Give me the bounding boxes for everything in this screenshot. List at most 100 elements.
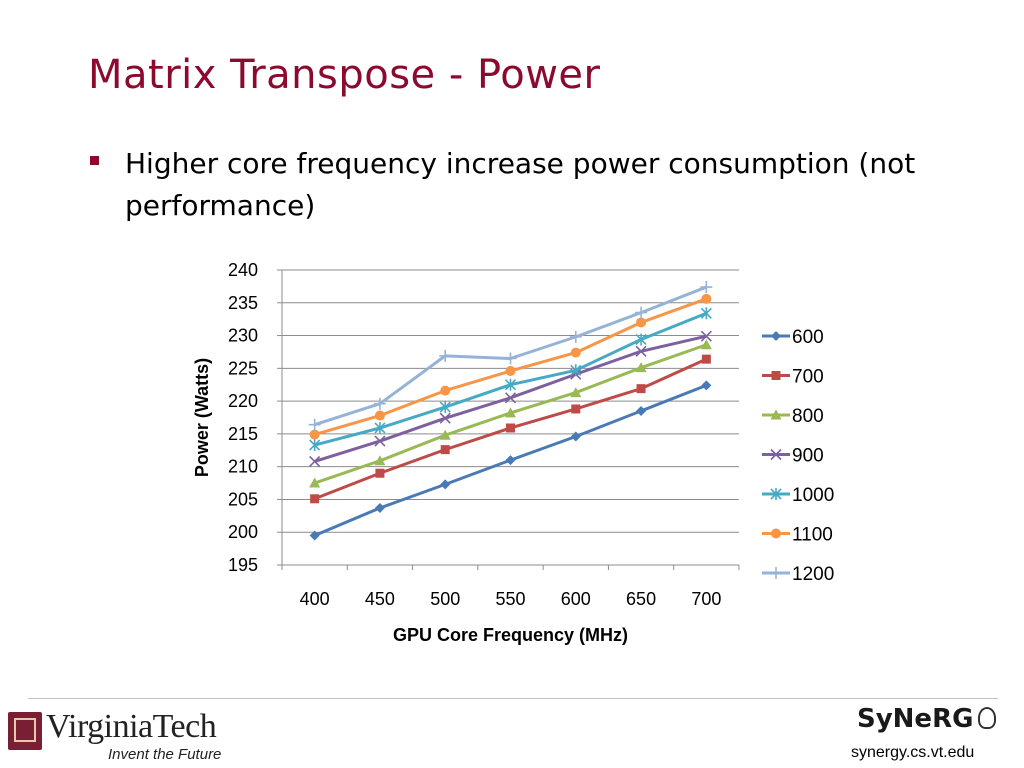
data-point xyxy=(309,429,320,440)
legend-marker xyxy=(770,448,782,461)
y-tick-label: 225 xyxy=(228,358,258,378)
legend-label: 900 xyxy=(792,446,824,467)
data-point xyxy=(569,330,582,343)
y-tick-label: 220 xyxy=(228,391,258,411)
data-point xyxy=(505,455,516,466)
data-point xyxy=(440,445,450,455)
data-point xyxy=(701,354,711,364)
legend-marker xyxy=(770,488,782,500)
slide-title: Matrix Transpose - Power xyxy=(88,52,601,98)
bullet-item: Higher core frequency increase power con… xyxy=(90,143,970,227)
data-point xyxy=(570,431,581,442)
data-point xyxy=(505,365,516,376)
x-tick-label: 700 xyxy=(691,589,721,609)
data-point xyxy=(310,494,320,504)
legend-label: 1200 xyxy=(792,564,834,585)
data-point xyxy=(440,385,451,396)
legend-item: 1100 xyxy=(762,525,833,546)
data-point xyxy=(506,423,515,433)
synergy-url: synergy.cs.vt.edu xyxy=(851,744,975,761)
data-point xyxy=(374,502,385,513)
y-tick-label: 230 xyxy=(228,326,258,346)
data-point xyxy=(701,380,712,391)
series-1000 xyxy=(309,307,712,452)
data-point xyxy=(374,410,385,421)
data-point xyxy=(440,479,451,490)
legend-label: 800 xyxy=(792,406,824,427)
series-900 xyxy=(309,330,712,467)
data-point xyxy=(439,349,452,362)
data-point xyxy=(439,412,451,424)
y-tick-label: 235 xyxy=(228,293,258,313)
legend-marker xyxy=(770,409,782,420)
data-point xyxy=(504,378,517,391)
y-tick-label: 195 xyxy=(228,555,258,575)
data-point xyxy=(635,306,648,319)
y-tick-label: 205 xyxy=(228,489,258,509)
y-tick-label: 200 xyxy=(228,522,258,542)
data-point xyxy=(570,364,582,377)
legend-marker xyxy=(771,371,781,380)
y-tick-label: 215 xyxy=(228,424,258,444)
data-point xyxy=(309,477,321,488)
data-point xyxy=(700,307,712,320)
data-point xyxy=(374,455,386,466)
data-point xyxy=(571,404,581,414)
virginia-tech-logo: VirginiaTech Invent the Future xyxy=(8,708,268,766)
axes: 195 200 205 210 215 220 225 230 235 240 400 450 500 5… xyxy=(192,260,740,645)
data-point xyxy=(504,392,517,404)
data-point xyxy=(504,352,517,365)
data-point xyxy=(439,401,451,414)
bullet-marker xyxy=(90,156,99,165)
data-point xyxy=(570,387,582,398)
series-600 xyxy=(309,380,712,541)
legend-item: 1200 xyxy=(762,564,834,585)
data-point xyxy=(700,281,713,294)
data-point xyxy=(636,405,647,416)
legend-marker xyxy=(770,567,782,579)
legend-label: 1000 xyxy=(792,485,834,506)
y-axis-title: Power (Watts) xyxy=(192,358,212,477)
legend-label: 600 xyxy=(792,327,824,348)
series-1200 xyxy=(308,281,713,431)
data-point xyxy=(439,429,451,440)
vt-wordmark: VirginiaTech xyxy=(46,708,217,745)
data-point xyxy=(570,347,581,358)
series-1100 xyxy=(309,293,712,440)
legend-item: 900 xyxy=(762,446,824,467)
x-tick-label: 600 xyxy=(561,589,591,609)
bullet-text: Higher core frequency increase power con… xyxy=(125,147,916,222)
legend-label: 700 xyxy=(792,367,824,388)
data-point xyxy=(373,397,386,410)
data-point xyxy=(636,384,646,394)
legend-item: 800 xyxy=(762,406,824,427)
data-point xyxy=(635,345,647,357)
data-point xyxy=(309,530,320,541)
footer-divider xyxy=(28,698,998,699)
legend-marker xyxy=(771,528,781,539)
data-point xyxy=(505,407,516,418)
data-point xyxy=(700,339,712,350)
vt-tagline: Invent the Future xyxy=(108,746,222,763)
data-point xyxy=(700,330,712,342)
synergy-logo: SyNeRG xyxy=(857,704,974,734)
series-700 xyxy=(310,354,711,504)
data-point xyxy=(635,362,647,373)
data-point xyxy=(635,333,647,346)
data-point xyxy=(701,293,712,304)
x-tick-label: 550 xyxy=(495,589,525,609)
data-point xyxy=(374,435,386,447)
x-tick-label: 500 xyxy=(430,589,460,609)
legend-item: 1000 xyxy=(762,485,834,506)
data-point xyxy=(309,439,321,452)
data-point xyxy=(308,418,321,431)
legend-marker xyxy=(771,331,781,341)
series-800 xyxy=(309,339,712,488)
y-tick-label: 240 xyxy=(228,260,258,280)
y-tick-label: 210 xyxy=(228,457,258,477)
x-axis-title: GPU Core Frequency (MHz) xyxy=(393,625,628,645)
vt-seal-icon xyxy=(8,712,42,750)
data-point xyxy=(636,317,647,328)
power-line-chart: 195 200 205 210 215 220 225 230 235 240 400 450 500 5… xyxy=(192,260,834,645)
x-tick-label: 400 xyxy=(300,589,330,609)
